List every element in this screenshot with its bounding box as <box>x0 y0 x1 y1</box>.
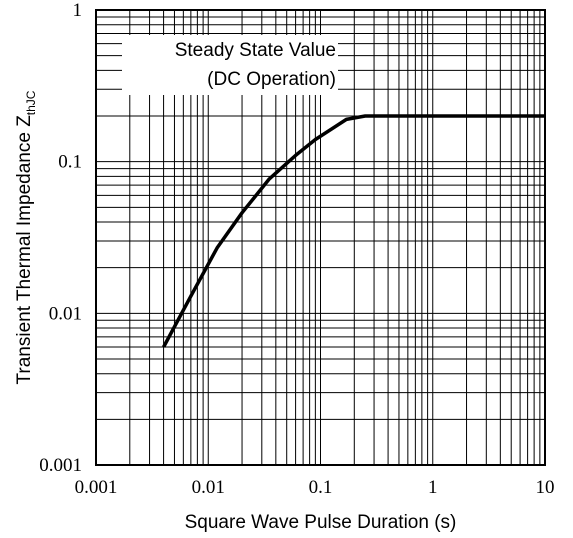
x-tick-label: 0.001 <box>75 477 118 498</box>
x-tick-label: 1 <box>428 477 438 498</box>
series-line-0 <box>162 114 545 348</box>
annotation-background <box>122 35 338 95</box>
annotation-line-2: (DC Operation) <box>207 69 336 90</box>
y-tick-label: 0.1 <box>58 152 82 173</box>
plot-frame <box>95 9 546 466</box>
y-tick-label: 1 <box>73 0 83 21</box>
annotation-line-1: Steady State Value <box>175 40 336 61</box>
y-tick-label: 0.001 <box>39 455 82 476</box>
y-tick-label: 0.01 <box>49 303 82 324</box>
x-tick-label: 0.1 <box>309 477 333 498</box>
series-layer <box>162 114 545 348</box>
x-tick-label: 0.01 <box>192 477 225 498</box>
tick-labels: 0.001 0.01 0.1 1 10 0.001 0.01 0.1 1 <box>39 0 554 498</box>
x-axis-title: Square Wave Pulse Duration (s) <box>185 512 457 533</box>
y-axis-title-main: Transient Thermal Impedance Z <box>14 115 35 385</box>
y-axis-title: Transient Thermal Impedance ZthJC <box>14 90 38 384</box>
y-axis-title-subscript: thJC <box>24 90 38 115</box>
x-tick-label: 10 <box>536 477 555 498</box>
